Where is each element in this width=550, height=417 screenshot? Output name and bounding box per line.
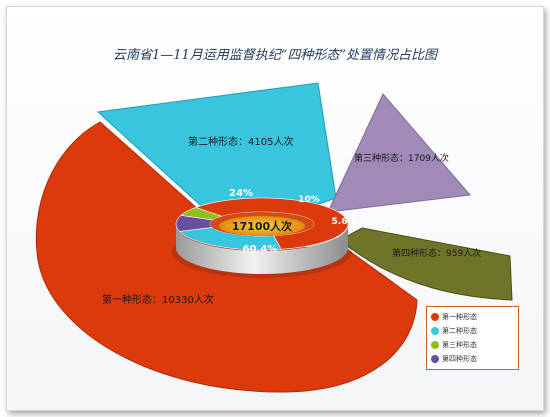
legend-item: 第三种形态 [431, 338, 514, 352]
legend-label: 第二种形态 [442, 327, 477, 335]
legend-label: 第三种形态 [442, 341, 477, 349]
legend-swatch [431, 341, 439, 349]
inner-ring-slices [175, 197, 349, 251]
slice-outer-fourth [339, 227, 513, 301]
slice-outer-third [327, 93, 471, 213]
center-label: 17100人次 [232, 219, 292, 233]
center-badge [219, 216, 305, 236]
label-second: 第二种形态：4105人次 [188, 135, 293, 148]
legend-swatch [431, 355, 439, 363]
legend-swatch [431, 313, 439, 321]
legend-item: 第二种形态 [431, 324, 514, 338]
legend-label: 第一种形态 [442, 313, 477, 321]
legend-item: 第一种形态 [431, 310, 514, 324]
chart-legend: 第一种形态 第二种形态 第三种形态 第四种形态 [426, 306, 519, 370]
percent-first: 60.4% [243, 244, 278, 255]
label-third: 第三种形态：1709人次 [354, 152, 449, 164]
legend-item: 第四种形态 [431, 352, 514, 366]
percent-fourth: 5.6% [332, 217, 357, 227]
legend-label: 第四种形态 [442, 355, 477, 363]
label-fourth: 第四种形态：959人次 [392, 247, 481, 259]
chart-title: 云南省1—11月运用监督执纪“四种形态”处置情况占比图 [112, 48, 438, 63]
label-first: 第一种形态：10330人次 [102, 293, 214, 306]
percent-third: 10% [298, 195, 320, 205]
legend-swatch [431, 327, 439, 335]
percent-second: 24% [229, 188, 253, 199]
ring-side [176, 225, 348, 274]
